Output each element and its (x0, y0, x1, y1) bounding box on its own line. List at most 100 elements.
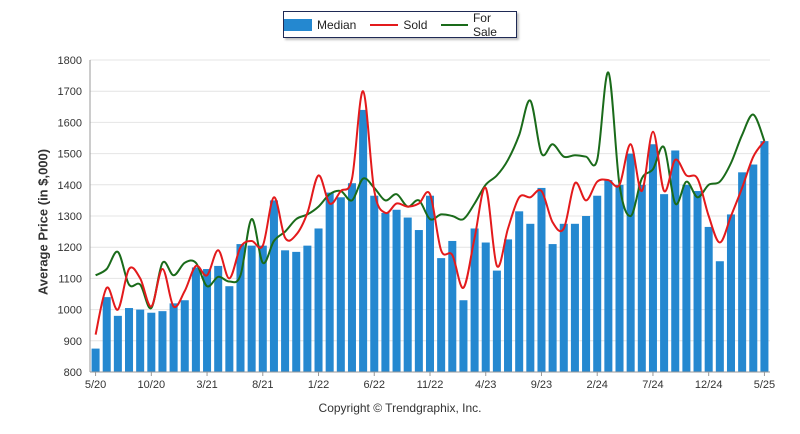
y-tick-label-1300: 1300 (58, 211, 82, 223)
median-bar (648, 144, 657, 372)
median-bar (214, 265, 223, 372)
legend-item-sold: Sold (370, 18, 427, 32)
x-tick-label: 2/24 (587, 379, 608, 391)
median-bar (191, 267, 200, 372)
y-tick-label-800: 800 (64, 367, 82, 379)
y-tick-label-1400: 1400 (58, 180, 82, 192)
median-bar (582, 216, 591, 372)
legend-swatch-forsale (441, 23, 468, 26)
median-bar (537, 187, 546, 372)
median-bar (704, 226, 713, 372)
median-bar (113, 315, 122, 372)
forsale-line (95, 71, 766, 310)
median-bar (492, 270, 501, 372)
median-bar (437, 258, 446, 372)
median-bar (715, 261, 724, 372)
median-bar (381, 212, 390, 372)
y-tick-label-1200: 1200 (58, 242, 82, 254)
y-tick-label-900: 900 (64, 336, 82, 348)
x-tick-label: 3/21 (196, 379, 217, 391)
median-bar (147, 312, 156, 372)
median-bars (91, 109, 769, 373)
sold-line (94, 90, 766, 335)
y-tick-label-1500: 1500 (58, 149, 82, 161)
x-tick-label: 6/22 (364, 379, 385, 391)
copyright-footer: Copyright © Trendgraphix, Inc. (318, 401, 482, 415)
median-bar (548, 244, 557, 372)
median-bar (125, 308, 134, 372)
chart-legend: Median Sold For Sale (283, 11, 517, 39)
y-tick-label-1100: 1100 (58, 273, 82, 285)
median-bar (526, 223, 535, 372)
median-bar (269, 200, 278, 372)
x-tick-label: 1/22 (308, 379, 329, 391)
median-bar (671, 150, 680, 372)
median-bar (615, 184, 624, 372)
median-bar (347, 183, 356, 372)
x-tick-label: 10/20 (138, 379, 166, 391)
median-bar (749, 164, 758, 372)
legend-swatch-sold (370, 23, 399, 26)
x-tick-label: 12/24 (695, 379, 723, 391)
x-tick-label: 8/21 (252, 379, 273, 391)
median-bar (281, 250, 290, 372)
median-bar (203, 269, 212, 372)
median-bar (459, 300, 468, 372)
median-bar (325, 192, 334, 372)
median-bar (682, 184, 691, 372)
y-tick-label-1800: 1800 (58, 55, 82, 67)
median-bar (370, 195, 379, 372)
median-bar (425, 195, 435, 372)
median-bar (693, 191, 702, 372)
y-tick-label-1700: 1700 (58, 86, 82, 98)
legend-item-median: Median (284, 18, 356, 32)
median-bar (180, 300, 189, 372)
median-bar (102, 297, 111, 372)
x-tick-label: 11/22 (417, 379, 444, 391)
legend-label-forsale: For Sale (472, 10, 497, 39)
median-bar (660, 194, 669, 372)
median-bar (637, 184, 646, 372)
median-bar (504, 239, 513, 372)
median-bar (760, 141, 769, 372)
median-bar (247, 245, 256, 372)
legend-swatch-median (284, 18, 312, 31)
median-bar (738, 172, 747, 372)
legend-item-forsale: For Sale (441, 11, 516, 39)
median-bar (414, 230, 423, 372)
y-axis-title: Average Price (in $,000) (35, 148, 51, 296)
trend-lines (94, 71, 766, 335)
legend-label-median: Median (317, 17, 357, 32)
median-bar (403, 217, 412, 372)
median-bar (158, 311, 167, 372)
median-bar (359, 109, 368, 373)
median-bar (258, 245, 267, 372)
median-bar (392, 209, 401, 372)
median-bar (604, 180, 613, 372)
median-bar (515, 211, 524, 372)
axes: 800 900 1000 1100 1200 1300 1400 1500 1600 1700 18… (58, 55, 776, 391)
median-bar (314, 228, 323, 372)
median-bar (225, 286, 234, 372)
x-tick-label: 9/23 (531, 379, 552, 391)
median-bar (136, 309, 145, 372)
median-bar (292, 251, 301, 372)
median-bar (559, 223, 568, 372)
x-tick-label: 5/25 (754, 379, 775, 391)
median-bar (169, 303, 178, 372)
median-bar (448, 240, 457, 372)
median-bar (303, 245, 312, 372)
x-tick-label: 4/23 (475, 379, 496, 391)
median-bar (626, 153, 635, 372)
median-bar (593, 195, 602, 372)
y-tick-label-1600: 1600 (58, 117, 82, 129)
median-bar (91, 348, 100, 372)
x-tick-label: 7/24 (642, 379, 663, 391)
median-bar (470, 228, 479, 372)
legend-label-sold: Sold (403, 17, 428, 32)
median-bar (336, 197, 345, 372)
median-bar (481, 242, 490, 372)
median-bar (236, 244, 245, 372)
x-tick-label: 5/20 (85, 379, 106, 391)
